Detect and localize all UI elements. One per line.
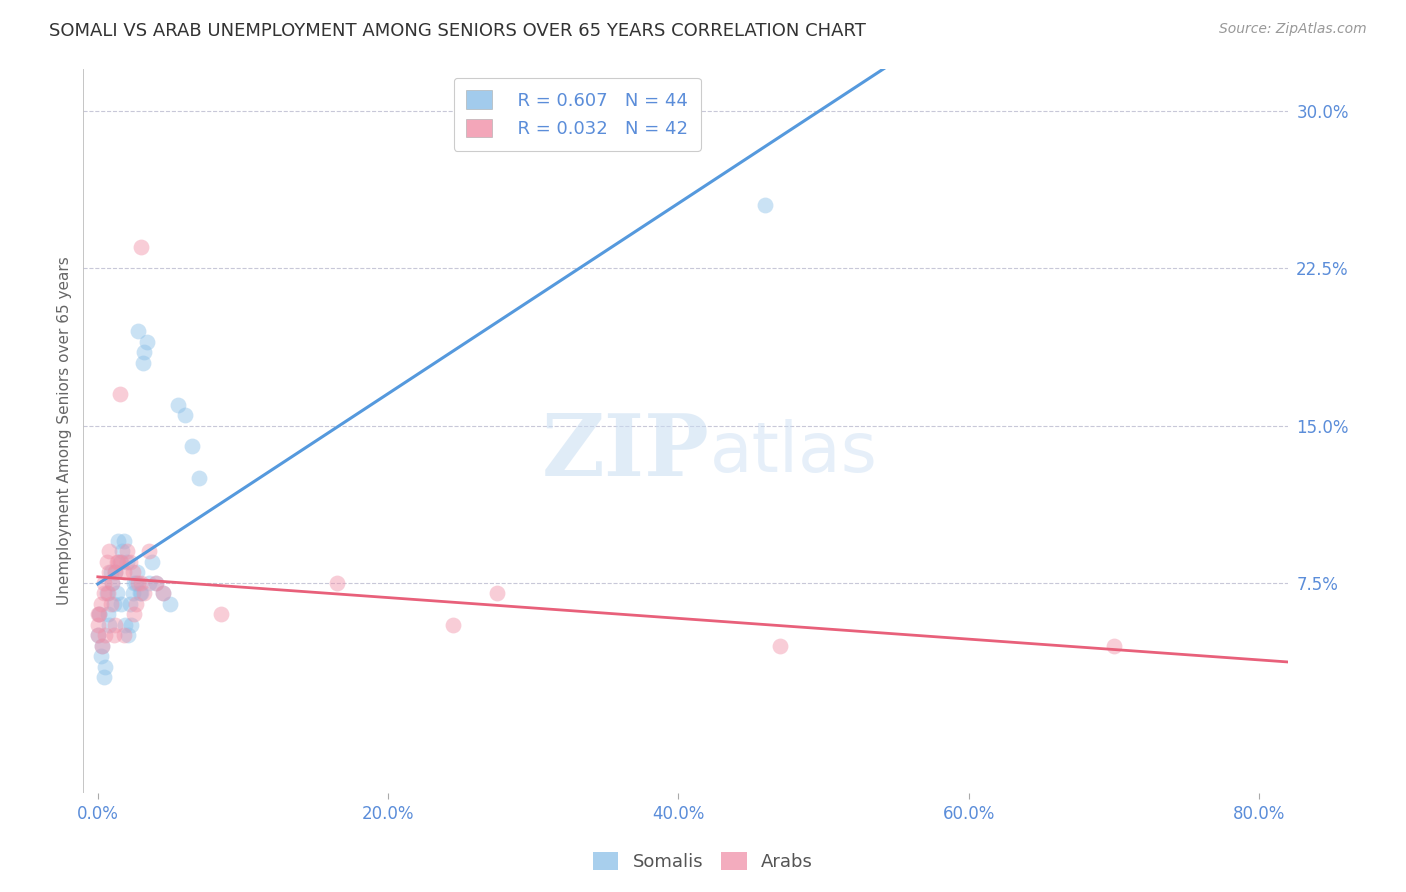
Point xyxy=(138,544,160,558)
Point xyxy=(159,597,181,611)
Point xyxy=(145,576,167,591)
Point xyxy=(100,597,122,611)
Point xyxy=(134,586,156,600)
Point xyxy=(87,628,110,642)
Point xyxy=(87,628,110,642)
Point xyxy=(326,576,349,591)
Point xyxy=(141,555,163,569)
Text: ZIP: ZIP xyxy=(541,410,710,494)
Point xyxy=(91,639,114,653)
Point xyxy=(104,566,127,580)
Point xyxy=(136,334,159,349)
Point xyxy=(90,649,112,664)
Point xyxy=(181,440,204,454)
Point xyxy=(121,566,143,580)
Point xyxy=(108,555,131,569)
Point xyxy=(132,355,155,369)
Point xyxy=(96,555,118,569)
Point xyxy=(122,607,145,622)
Point xyxy=(173,408,195,422)
Point xyxy=(93,671,115,685)
Point xyxy=(131,586,153,600)
Point xyxy=(124,597,146,611)
Point xyxy=(134,345,156,359)
Point xyxy=(122,576,145,591)
Point xyxy=(98,618,121,632)
Point xyxy=(754,198,776,212)
Point xyxy=(104,618,127,632)
Point xyxy=(115,555,138,569)
Point xyxy=(101,576,124,591)
Point xyxy=(112,628,135,642)
Point xyxy=(152,586,174,600)
Text: atlas: atlas xyxy=(710,419,877,486)
Point xyxy=(104,566,127,580)
Point xyxy=(166,397,188,411)
Point xyxy=(89,607,111,622)
Point xyxy=(118,555,141,569)
Point xyxy=(769,639,792,653)
Point xyxy=(138,576,160,591)
Point xyxy=(128,586,150,600)
Point xyxy=(127,324,149,338)
Point xyxy=(121,586,143,600)
Point xyxy=(103,597,125,611)
Point xyxy=(485,586,508,600)
Point xyxy=(87,607,110,622)
Point xyxy=(131,576,153,591)
Point xyxy=(145,576,167,591)
Point xyxy=(87,618,110,632)
Point xyxy=(120,618,142,632)
Point xyxy=(111,544,134,558)
Point xyxy=(94,660,117,674)
Point xyxy=(103,628,125,642)
Point xyxy=(1102,639,1125,653)
Point xyxy=(107,533,129,548)
Point xyxy=(115,544,138,558)
Y-axis label: Unemployment Among Seniors over 65 years: Unemployment Among Seniors over 65 years xyxy=(58,256,72,605)
Text: SOMALI VS ARAB UNEMPLOYMENT AMONG SENIORS OVER 65 YEARS CORRELATION CHART: SOMALI VS ARAB UNEMPLOYMENT AMONG SENIOR… xyxy=(49,22,866,40)
Point xyxy=(188,471,211,485)
Point xyxy=(100,566,122,580)
Point xyxy=(90,597,112,611)
Point xyxy=(107,555,129,569)
Point xyxy=(131,240,153,254)
Point xyxy=(96,586,118,600)
Point xyxy=(97,586,120,600)
Point xyxy=(105,555,128,569)
Point xyxy=(91,639,114,653)
Point xyxy=(127,576,149,591)
Point xyxy=(101,576,124,591)
Point xyxy=(110,555,132,569)
Point xyxy=(209,607,232,622)
Point xyxy=(93,576,115,591)
Point xyxy=(98,544,121,558)
Point xyxy=(105,586,128,600)
Point xyxy=(112,566,135,580)
Point xyxy=(97,607,120,622)
Point xyxy=(117,628,139,642)
Point xyxy=(114,618,136,632)
Legend:   R = 0.607   N = 44,   R = 0.032   N = 42: R = 0.607 N = 44, R = 0.032 N = 42 xyxy=(454,78,700,151)
Point xyxy=(152,586,174,600)
Point xyxy=(118,597,141,611)
Point xyxy=(125,566,148,580)
Point xyxy=(124,576,146,591)
Point xyxy=(89,607,111,622)
Point xyxy=(94,628,117,642)
Point xyxy=(112,533,135,548)
Legend: Somalis, Arabs: Somalis, Arabs xyxy=(586,845,820,879)
Point xyxy=(93,586,115,600)
Point xyxy=(110,597,132,611)
Point xyxy=(98,566,121,580)
Point xyxy=(108,387,131,401)
Point xyxy=(441,618,464,632)
Text: Source: ZipAtlas.com: Source: ZipAtlas.com xyxy=(1219,22,1367,37)
